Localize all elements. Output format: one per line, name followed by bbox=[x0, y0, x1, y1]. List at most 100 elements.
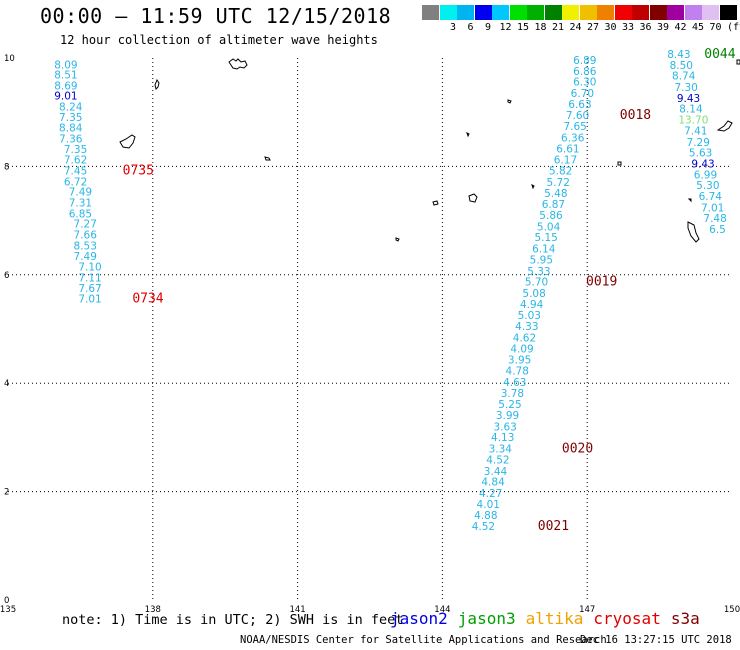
wave-height-value: 4.09 bbox=[510, 343, 533, 355]
scale-swatch bbox=[439, 5, 457, 20]
map-grid bbox=[8, 58, 732, 600]
scale-swatch bbox=[667, 5, 684, 20]
wave-height-value: 7.62 bbox=[64, 155, 87, 167]
scale-swatch bbox=[649, 5, 667, 20]
y-tick-label: 2 bbox=[4, 488, 9, 498]
wave-height-value: 7.29 bbox=[687, 137, 710, 149]
island-shape bbox=[736, 59, 740, 65]
x-tick-label: 138 bbox=[145, 605, 161, 615]
y-tick-label: 4 bbox=[4, 379, 9, 389]
wave-height-value: 8.09 bbox=[54, 59, 77, 71]
wave-height-value: 5.82 bbox=[549, 166, 572, 178]
wave-height-value: 7.01 bbox=[701, 202, 724, 214]
scale-label: 12 bbox=[499, 22, 512, 33]
island-shape bbox=[687, 198, 692, 203]
wave-height-value: 6.99 bbox=[694, 169, 717, 181]
wave-height-value: 7.60 bbox=[566, 110, 589, 122]
wave-height-value: 7.67 bbox=[78, 283, 101, 295]
wave-height-value: 5.25 bbox=[498, 399, 521, 411]
wave-height-value: 6.86 bbox=[573, 66, 597, 78]
wave-height-value: 4.01 bbox=[477, 499, 500, 511]
scale-label: 9 bbox=[485, 22, 492, 33]
x-tick-label: 150 bbox=[724, 605, 740, 615]
y-tick-label: 6 bbox=[4, 271, 9, 281]
scale-swatch bbox=[562, 5, 579, 20]
scale-swatch bbox=[597, 5, 614, 20]
scale-label: 18 bbox=[534, 22, 547, 33]
island-shape bbox=[531, 184, 535, 190]
wave-height-value: 5.03 bbox=[518, 310, 541, 322]
wave-height-value: 7.01 bbox=[78, 293, 101, 305]
legend-item-altika: altika bbox=[525, 609, 584, 628]
wave-height-value: 5.08 bbox=[522, 288, 545, 300]
x-tick-label: 147 bbox=[579, 605, 595, 615]
wave-height-value: 6.72 bbox=[64, 176, 87, 188]
wave-height-value: 4.94 bbox=[520, 299, 544, 311]
wave-height-value: 6.63 bbox=[568, 99, 591, 111]
page-title: 00:00 – 11:59 UTC 12/15/2018 bbox=[40, 4, 392, 28]
scale-swatch bbox=[579, 5, 597, 20]
scale-label: 15 bbox=[517, 22, 530, 33]
track-s3a-middle: 6.896.866.306.706.637.607.656.366.616.17… bbox=[472, 55, 651, 534]
scale-label: 21 bbox=[552, 22, 565, 33]
credit-line: NOAA/NESDIS Center for Satellite Applica… bbox=[240, 634, 607, 646]
altimeter-tracks: 8.098.518.699.018.247.358.847.367.357.62… bbox=[54, 47, 736, 534]
wave-height-value: 8.53 bbox=[74, 240, 97, 252]
wave-height-value: 6.70 bbox=[571, 88, 594, 100]
scale-swatch bbox=[544, 5, 562, 20]
footnote: note: 1) Time is in UTC; 2) SWH is in fe… bbox=[62, 612, 404, 628]
wave-height-value: 6.5 bbox=[709, 224, 726, 236]
island-shape bbox=[466, 132, 470, 138]
wave-height-value: 6.87 bbox=[542, 199, 565, 211]
island-shape bbox=[716, 120, 733, 132]
wave-height-value: 6.85 bbox=[69, 208, 92, 220]
scale-label: 3 bbox=[450, 22, 457, 33]
map-axes: 135 138 141 144 147 150 0 2 4 6 8 10 bbox=[0, 54, 740, 615]
wave-height-value: 7.27 bbox=[74, 219, 97, 231]
track-cryosat-left: 8.098.518.699.018.247.358.847.367.357.62… bbox=[54, 59, 164, 306]
wave-height-value: 4.52 bbox=[486, 454, 509, 466]
y-tick-label: 0 bbox=[4, 596, 9, 606]
wave-height-value: 6.36 bbox=[561, 132, 585, 144]
wave-height-value: 8.69 bbox=[54, 80, 77, 92]
wave-height-value: 7.30 bbox=[674, 82, 697, 94]
time-label: 0735 bbox=[123, 164, 154, 179]
wave-height-value: 8.51 bbox=[54, 70, 77, 82]
wave-height-value: 5.30 bbox=[696, 180, 719, 192]
wave-height-value: 8.50 bbox=[670, 60, 693, 72]
time-label: 0021 bbox=[538, 519, 569, 534]
wave-height-value: 7.48 bbox=[703, 213, 726, 225]
wave-height-value: 7.65 bbox=[563, 121, 586, 133]
x-tick-label: 144 bbox=[434, 605, 450, 615]
wave-height-value: 5.48 bbox=[544, 188, 567, 200]
wave-height-value: 5.86 bbox=[539, 210, 563, 222]
scale-label: 42 bbox=[674, 22, 687, 33]
scale-swatch bbox=[632, 5, 649, 20]
y-tick-label: 10 bbox=[4, 54, 15, 64]
wave-height-value: 8.14 bbox=[679, 104, 703, 116]
scale-label: 24 bbox=[569, 22, 582, 33]
wave-height-value: 3.78 bbox=[501, 388, 524, 400]
wave-height-value: 3.95 bbox=[508, 355, 531, 367]
wave-height-value: 4.78 bbox=[506, 366, 529, 378]
wave-height-value: 5.33 bbox=[527, 266, 550, 278]
wave-height-value: 9.01 bbox=[54, 91, 77, 103]
wave-height-value: 5.63 bbox=[689, 148, 712, 160]
scale-label: 45 bbox=[692, 22, 705, 33]
wave-height-value: 4.27 bbox=[479, 488, 502, 500]
wave-height-value: 3.34 bbox=[489, 444, 513, 456]
time-label: 0018 bbox=[620, 108, 651, 123]
island-shape bbox=[395, 237, 400, 242]
island-shape bbox=[687, 221, 700, 243]
wave-height-value: 5.95 bbox=[530, 254, 553, 266]
scale-label: 36 bbox=[639, 22, 652, 33]
wave-height-value: 4.63 bbox=[503, 377, 526, 389]
wave-height-value: 7.49 bbox=[69, 187, 92, 199]
island-shape bbox=[468, 193, 478, 203]
page-subtitle: 12 hour collection of altimeter wave hei… bbox=[60, 33, 378, 47]
wave-height-value: 6.61 bbox=[556, 143, 579, 155]
wave-height-value: 13.70 bbox=[678, 115, 708, 127]
scale-swatch bbox=[684, 5, 702, 20]
island-shape bbox=[432, 200, 439, 206]
